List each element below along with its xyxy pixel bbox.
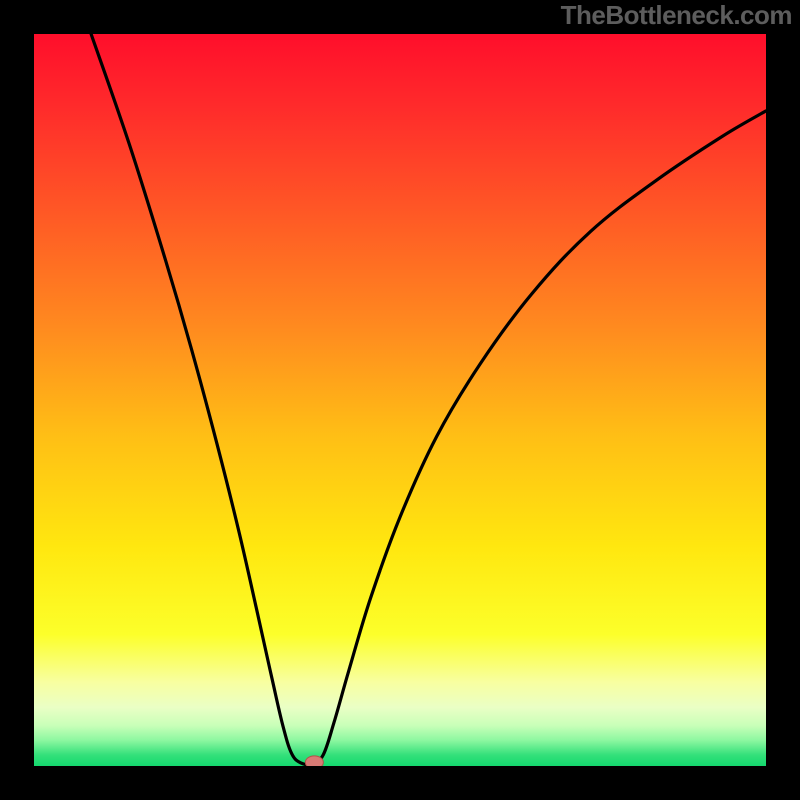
bottleneck-chart	[0, 0, 800, 800]
chart-container: { "watermark": { "text": "TheBottleneck.…	[0, 0, 800, 800]
watermark-text: TheBottleneck.com	[561, 0, 792, 31]
gradient-plot-area	[34, 34, 766, 766]
